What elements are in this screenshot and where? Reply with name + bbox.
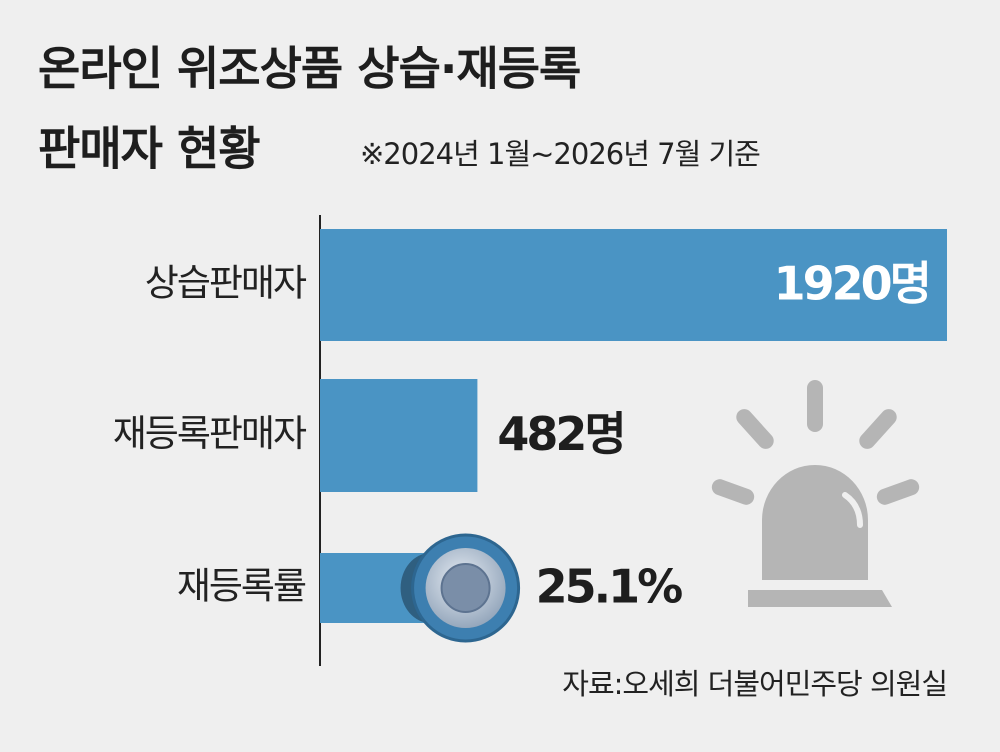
bar	[320, 379, 478, 492]
knob-center	[440, 563, 491, 613]
category-label: 재등록률	[177, 565, 306, 608]
category-label: 재등록판매자	[113, 412, 307, 455]
bar	[320, 229, 947, 341]
chart-title: 판매자 현황	[38, 122, 260, 176]
chart-title: 온라인 위조상품 상습·재등록	[38, 42, 580, 96]
value-label: 1920명	[774, 257, 929, 311]
siren-icon	[711, 380, 920, 607]
category-label: 상습판매자	[145, 262, 307, 305]
source: 자료:오세희 더불어민주당 의원실	[562, 667, 947, 701]
value-label: 25.1%	[536, 560, 682, 614]
siren-highlight	[842, 492, 863, 528]
chart-subtitle: ※2024년 1월~2026년 7월 기준	[360, 137, 760, 171]
value-label: 482명	[497, 407, 623, 461]
